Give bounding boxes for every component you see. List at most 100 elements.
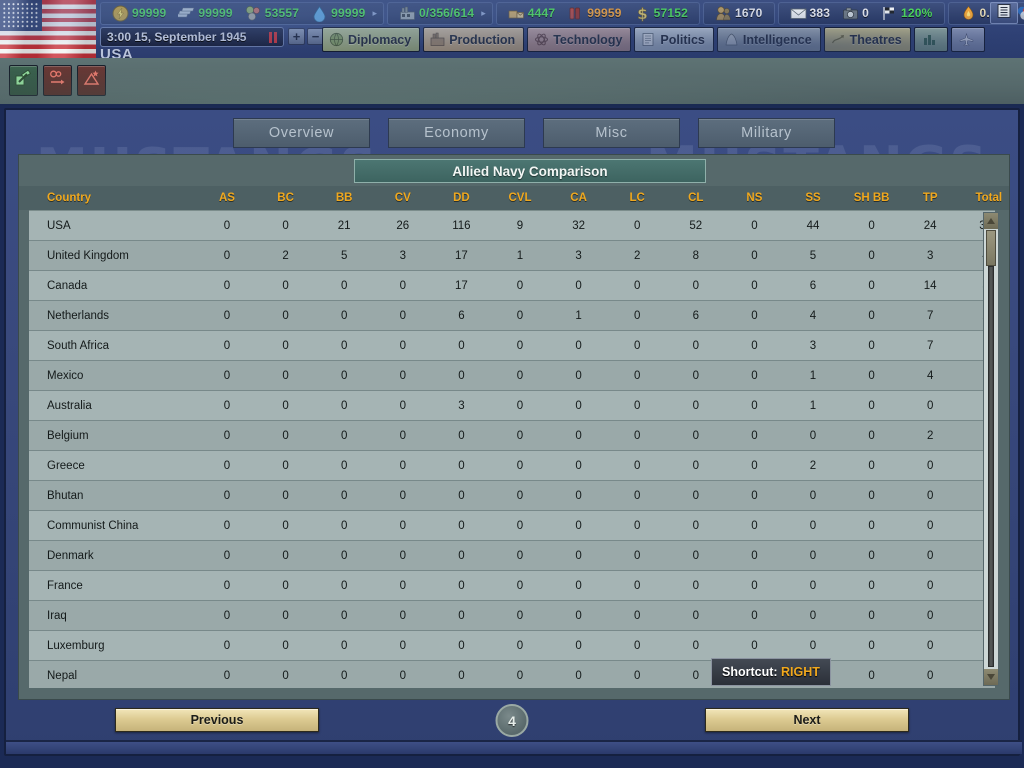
cell-tp: 0 <box>926 609 934 622</box>
tooltip-key: RIGHT <box>781 665 820 679</box>
resource-industry[interactable]: 0/356/614 <box>399 5 474 22</box>
tab-theatres[interactable]: Theatres <box>823 27 911 52</box>
resource-oil[interactable]: 99999 <box>311 5 365 22</box>
cell-bc: 0 <box>282 309 289 322</box>
resource-money[interactable]: $ 57152 <box>634 4 688 23</box>
cell-cv: 0 <box>399 279 406 292</box>
resource-dissent[interactable]: 120% <box>881 5 933 22</box>
cell-tp: 0 <box>926 549 934 562</box>
top-bar: 99999 99999 53557 <box>0 0 1024 63</box>
table-row[interactable]: Luxemburg00000000000000 <box>29 631 995 661</box>
cell-ss: 4 <box>809 309 817 322</box>
cell-ss: 0 <box>809 519 817 532</box>
ledger-button[interactable] <box>990 2 1018 24</box>
column-header-cv: CV <box>394 192 411 204</box>
cell-cvl: 0 <box>516 579 524 592</box>
cell-country: Luxemburg <box>47 639 105 652</box>
pause-icon[interactable] <box>269 31 277 43</box>
cell-as: 0 <box>223 309 231 322</box>
table-row[interactable]: Mexico00000000001045 <box>29 361 995 391</box>
cell-ns: 0 <box>751 549 758 562</box>
table-row[interactable]: South Africa000000000030710 <box>29 331 995 361</box>
cell-country: Belgium <box>47 429 89 442</box>
cell-country: South Africa <box>47 339 110 352</box>
tab-statistics[interactable] <box>913 27 948 52</box>
tab-technology[interactable]: Technology <box>527 27 632 52</box>
table-row[interactable]: Nepal00000000000000 <box>29 661 995 688</box>
cell-lc: 0 <box>633 669 641 682</box>
cell-cvl: 0 <box>516 609 524 622</box>
cell-bb: 0 <box>340 339 348 352</box>
tab-politics[interactable]: Politics <box>634 27 714 52</box>
tab-production[interactable]: Production <box>423 27 525 52</box>
scroll-up-arrow[interactable] <box>984 213 998 229</box>
tab-misc[interactable]: Misc <box>543 118 680 148</box>
table-row[interactable]: Iraq00000000000000 <box>29 601 995 631</box>
deploy-tool-button[interactable] <box>77 65 106 96</box>
table-row[interactable]: Belgium00000000000022 <box>29 421 995 451</box>
table-row[interactable]: United Kingdom0253171328050349 <box>29 241 995 271</box>
resource-leadership[interactable]: 383 <box>790 5 831 22</box>
cell-bc: 0 <box>282 279 289 292</box>
cell-as: 0 <box>223 429 231 442</box>
cell-ns: 0 <box>751 399 758 412</box>
speed-up-button[interactable]: + <box>288 28 305 45</box>
column-header-country: Country <box>47 192 92 204</box>
cell-ca: 0 <box>575 639 582 652</box>
scroll-down-arrow[interactable] <box>984 669 998 685</box>
previous-button[interactable]: Previous <box>115 708 319 732</box>
cell-cvl: 0 <box>516 279 524 292</box>
cell-as: 0 <box>223 579 231 592</box>
tab-diplomacy[interactable]: Diplomacy <box>322 27 421 52</box>
tab-intelligence[interactable]: Intelligence <box>716 27 821 52</box>
table-row[interactable]: Greece00000000002002 <box>29 451 995 481</box>
cell-lc: 0 <box>633 639 641 652</box>
tool-icon-group <box>9 65 106 96</box>
resource-energy[interactable]: 99999 <box>112 5 166 22</box>
table-row[interactable]: Bhutan00000000000000 <box>29 481 995 511</box>
cell-bb: 0 <box>340 369 348 382</box>
table-row[interactable]: Netherlands000060106040724 <box>29 301 995 331</box>
table-row[interactable]: Canada00001700000601437 <box>29 271 995 301</box>
cell-dd: 0 <box>458 369 465 382</box>
scrollbar-track[interactable] <box>988 266 994 667</box>
build-tool-button[interactable] <box>9 65 38 96</box>
cell-cv: 0 <box>399 639 406 652</box>
tab-military[interactable]: Military <box>698 118 835 148</box>
tab-economy[interactable]: Economy <box>388 118 525 148</box>
cell-cvl: 0 <box>516 369 524 382</box>
convoy-tool-button[interactable] <box>43 65 72 96</box>
cell-tp: 7 <box>926 339 934 352</box>
cell-bb: 0 <box>340 459 348 472</box>
tab-overview[interactable]: Overview <box>233 118 370 148</box>
table-row[interactable]: France00000000000000 <box>29 571 995 601</box>
scrollbar-thumb[interactable] <box>986 230 996 266</box>
cell-lc: 0 <box>633 309 641 322</box>
cell-ns: 0 <box>751 609 758 622</box>
cell-cl: 0 <box>692 609 699 622</box>
resource-rare-materials[interactable]: 53557 <box>245 5 299 22</box>
cell-cl: 0 <box>692 639 699 652</box>
game-date-box[interactable]: 3:00 15, September 1945 <box>100 27 284 47</box>
vertical-scrollbar[interactable] <box>983 212 999 686</box>
resource-metal[interactable]: 99999 <box>175 5 233 22</box>
cell-cl: 0 <box>692 579 699 592</box>
next-button[interactable]: Next <box>705 708 909 732</box>
resource-spies[interactable]: 0 <box>842 5 869 22</box>
table-row[interactable]: USA002126116932052044024324 <box>29 211 995 241</box>
cell-sh-bb: 0 <box>868 279 875 292</box>
cell-cl: 0 <box>692 399 699 412</box>
resource-supplies[interactable]: 4447 <box>508 5 556 22</box>
tab-map[interactable] <box>950 27 985 52</box>
resource-manpower[interactable]: 1670 <box>715 5 763 22</box>
table-row[interactable]: Australia00003000001004 <box>29 391 995 421</box>
table-row[interactable]: Denmark00000000000000 <box>29 541 995 571</box>
cell-as: 0 <box>223 639 231 652</box>
resource-fuel[interactable]: 99959 <box>567 5 621 22</box>
cell-ss: 0 <box>809 609 817 622</box>
cell-ca: 0 <box>575 579 582 592</box>
plane-icon <box>959 32 974 47</box>
cell-lc: 0 <box>633 279 641 292</box>
cell-ca: 0 <box>575 459 582 472</box>
table-row[interactable]: Communist China00000000000000 <box>29 511 995 541</box>
